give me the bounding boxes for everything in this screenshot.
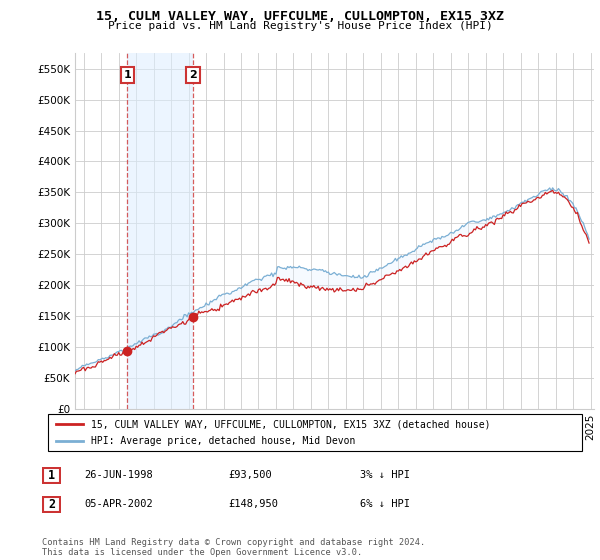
Text: 26-JUN-1998: 26-JUN-1998 [84, 470, 153, 480]
Text: 1: 1 [48, 469, 55, 482]
Bar [127, 53, 193, 409]
Text: 15, CULM VALLEY WAY, UFFCULME, CULLOMPTON, EX15 3XZ: 15, CULM VALLEY WAY, UFFCULME, CULLOMPTO… [96, 10, 504, 23]
Text: 1: 1 [124, 70, 131, 80]
Text: £148,950: £148,950 [228, 499, 278, 509]
Text: 05-APR-2002: 05-APR-2002 [84, 499, 153, 509]
Text: 2: 2 [48, 498, 55, 511]
FancyBboxPatch shape [43, 497, 60, 512]
Text: Price paid vs. HM Land Registry's House Price Index (HPI): Price paid vs. HM Land Registry's House … [107, 21, 493, 31]
Text: £93,500: £93,500 [228, 470, 272, 480]
Text: Contains HM Land Registry data © Crown copyright and database right 2024.
This d: Contains HM Land Registry data © Crown c… [42, 538, 425, 557]
FancyBboxPatch shape [43, 468, 60, 483]
Text: 3% ↓ HPI: 3% ↓ HPI [360, 470, 410, 480]
Text: 6% ↓ HPI: 6% ↓ HPI [360, 499, 410, 509]
FancyBboxPatch shape [48, 414, 582, 451]
Text: 2: 2 [189, 70, 197, 80]
Text: HPI: Average price, detached house, Mid Devon: HPI: Average price, detached house, Mid … [91, 436, 355, 446]
Text: 15, CULM VALLEY WAY, UFFCULME, CULLOMPTON, EX15 3XZ (detached house): 15, CULM VALLEY WAY, UFFCULME, CULLOMPTO… [91, 419, 490, 430]
